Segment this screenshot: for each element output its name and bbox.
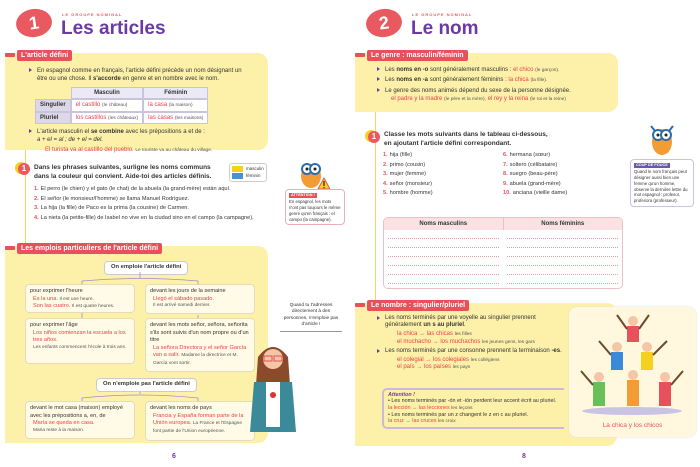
example: el colegial → los colegiales les collégi… xyxy=(397,356,500,363)
list-item: 7. soltero (célibataire) xyxy=(503,161,558,168)
rule-text: Les noms terminés par une voyelle au sin… xyxy=(377,315,565,329)
answer-line[interactable] xyxy=(507,275,618,285)
rule-text: Les noms en -a sont généralement féminin… xyxy=(377,76,612,84)
table-row: Pluriel los castillos (les châteaux) las c… xyxy=(35,111,209,125)
margin-line xyxy=(375,112,376,302)
card-casa: devant le mot casa (maison) employé avec… xyxy=(25,401,135,439)
exercise-1: 1 xyxy=(368,131,380,143)
article-table: Masculin Féminin Singulier el castillo (le… xyxy=(35,87,209,125)
children-pyramid-illustration-icon xyxy=(580,314,684,415)
margin-line xyxy=(25,150,26,230)
answer-line[interactable] xyxy=(507,266,618,276)
card-heure: pour exprimer l'heure Es la una. Il est u… xyxy=(25,284,135,313)
answer-line[interactable] xyxy=(388,257,499,267)
rule-text: Les noms terminés par une consonne prenn… xyxy=(377,348,565,355)
genre-section: Le genre : masculin/féminin Les noms en … xyxy=(355,50,618,112)
list-item: 4. señor (monsieur) xyxy=(383,180,432,187)
rule-text: Le genre des noms animés dépend du sexe … xyxy=(377,87,612,104)
word-list-1: 1. hija (fille) 2. primo (cousin) 3. mujer … xyxy=(383,152,495,200)
attention-box: ATTENTION ! En espagnol, les mots n'ont p… xyxy=(285,189,345,226)
card-senor: devant les mots señor, señora, señorita … xyxy=(145,318,255,372)
on-emploie-label: On emploie l'article défini xyxy=(104,261,189,275)
chapter-number-badge: 2 xyxy=(364,6,404,40)
list-item: 10. anciana (vieille dame) xyxy=(503,190,568,197)
image-caption: La chica y los chicos xyxy=(602,422,663,430)
answer-line[interactable] xyxy=(507,230,618,240)
example: El turista va al castillo del pueblo. Le… xyxy=(45,147,213,154)
connector-lines xyxy=(81,272,199,401)
list-item: 2. El señor (le monsieur/l'homme) se llam… xyxy=(34,195,190,202)
rule-text: En espagnol comme en français, l'article… xyxy=(29,67,249,83)
section-tag: Le genre : masculin/féminin xyxy=(355,50,468,62)
table-row: Singulier el castillo (le château) la casa… xyxy=(35,99,209,112)
margin-line xyxy=(25,230,26,245)
list-item: 9. abuela (grand-mère) xyxy=(503,180,561,187)
section-tag: L'article défini xyxy=(4,50,73,62)
rule-text: L'article masculin el se combine avec le… xyxy=(29,128,249,144)
list-item: 8. suegro (beau-père) xyxy=(503,171,558,178)
page-title: Le nom xyxy=(411,18,479,39)
chapter-number: 2 xyxy=(377,12,391,34)
example: la chica → las chicas les filles xyxy=(397,331,472,338)
blue-swatch xyxy=(232,173,243,180)
example: el país → los países les pays xyxy=(397,364,471,371)
list-item: 4. La nieta (la petite-fille) de Isabel n… xyxy=(34,214,254,221)
owl-mascot-icon xyxy=(650,125,674,155)
on-emploie-pas-label: On n'emploie pas l'article défini xyxy=(96,378,197,392)
exercise-items: 1. El perro (le chien) y el gato (le chat… xyxy=(34,186,283,224)
owl-mascot-icon xyxy=(301,163,330,190)
answer-line[interactable] xyxy=(388,230,499,240)
image-card: La chica y los chicos xyxy=(569,307,696,437)
section-tag: Le nombre : singulier/pluriel xyxy=(354,300,470,312)
example: el muchacho → los muchachos les jeunes g… xyxy=(397,338,535,345)
word-list-2: 6. hermana (sœur) 7. soltero (célibataire)… xyxy=(503,152,615,200)
card-pays: devant les noms de pays Francia y España … xyxy=(145,401,255,441)
attention-note: Attention ! • Les noms terminés par -ón … xyxy=(382,388,564,429)
list-item: 1. hija (fille) xyxy=(383,152,413,158)
exercise-number: 1 xyxy=(18,163,30,175)
answer-line[interactable] xyxy=(388,275,499,285)
answer-line[interactable] xyxy=(507,248,618,258)
list-item: 5. hombre (homme) xyxy=(383,190,433,197)
card-jours: devant les jours de la semaine Llegó el s… xyxy=(145,284,255,314)
girl-illustration-icon xyxy=(250,347,296,432)
list-item: 3. La hija (la fille) de Paco es la prima… xyxy=(34,205,189,212)
chapter-kicker: LE GROUPE NOMINAL xyxy=(62,12,123,17)
rule-text: Les noms en -o sont généralement masculi… xyxy=(377,66,612,74)
answer-table[interactable]: Noms masculins Noms féminins xyxy=(383,217,623,289)
answer-line[interactable] xyxy=(388,266,499,276)
article-defini-section: L'article défini En espagnol comme en fr… xyxy=(4,50,268,153)
yellow-swatch xyxy=(232,166,243,173)
exercise-instruction: Dans les phrases suivantes, surligne les… xyxy=(34,164,212,180)
answer-line[interactable] xyxy=(388,248,499,258)
section-body: En espagnol comme en français, l'article… xyxy=(29,67,249,155)
section-body: Les noms terminés par une voyelle au sin… xyxy=(377,315,565,371)
coup-de-pouce-box: COUP DE POUCE Quand le nom français peut … xyxy=(630,159,694,207)
section-body: Les noms en -o sont généralement masculi… xyxy=(377,66,612,106)
answer-line[interactable] xyxy=(507,257,618,267)
page-title: Les articles xyxy=(61,18,166,39)
page-number: 8 xyxy=(522,453,526,460)
color-legend: masculin féminin xyxy=(229,163,267,183)
list-item: 3. mujer (femme) xyxy=(383,171,427,178)
list-item: 1. El perro (le chien) y el gato (le chat… xyxy=(34,186,231,192)
list-item: 6. hermana (sœur) xyxy=(503,152,551,158)
exercise-1: 1 xyxy=(18,163,30,175)
exercise-instruction: Classe les mots suivants dans le tableau… xyxy=(384,131,548,147)
answer-line[interactable] xyxy=(388,239,499,249)
speech-bubble: Quand tu t'adresses directement à des pe… xyxy=(280,303,342,332)
page-number: 6 xyxy=(172,453,176,460)
card-age: pour exprimer l'âge Los niños comienzan l… xyxy=(25,318,135,364)
exercise-number: 1 xyxy=(368,131,380,143)
chapter-kicker: LE GROUPE NOMINAL xyxy=(412,12,473,17)
list-item: 2. primo (cousin) xyxy=(383,161,426,168)
section-tag: Les emplois particuliers de l'article dé… xyxy=(4,243,163,255)
answer-line[interactable] xyxy=(507,239,618,249)
